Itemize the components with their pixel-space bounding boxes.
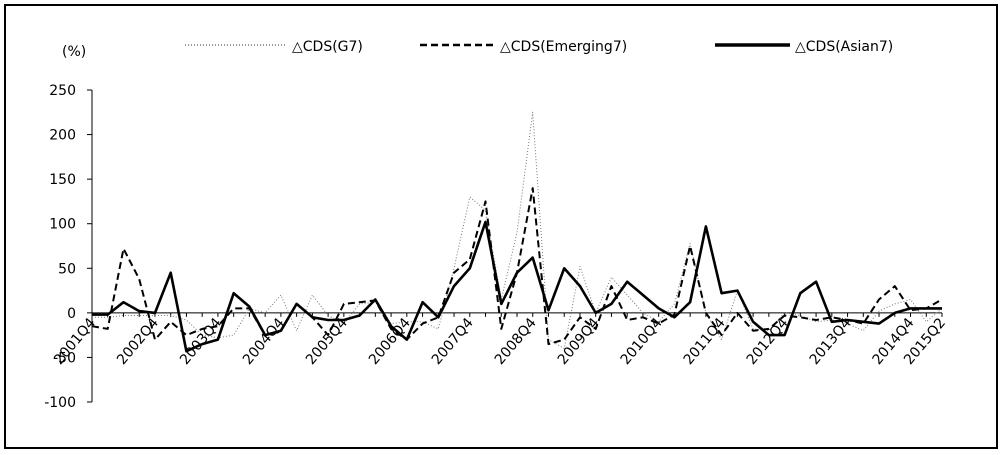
y-axis: -100 -50 0 50 100 150 200 250 [44,83,93,411]
chart-frame [4,4,998,449]
y-tick-label: 150 [49,172,76,188]
y-tick-label: 50 [58,261,76,277]
legend-label: △CDS(Emerging7) [500,39,627,55]
x-tick-label: 2010Q4 [618,315,666,368]
x-tick-label: 2007Q4 [429,315,477,368]
y-tick-label: 200 [49,128,76,144]
x-tick-label: 2008Q4 [492,315,540,368]
legend: △CDS(G7) △CDS(Emerging7) △CDS(Asian7) [185,39,893,55]
y-tick-label: 0 [67,306,76,322]
y-tick-label: -50 [53,350,76,366]
series-lines [91,111,943,353]
x-tick-label: 2004Q4 [240,315,288,368]
series-line-dashed [91,187,943,346]
x-axis [91,312,943,317]
series-line-solid [92,220,942,353]
x-tick-label: 2011Q4 [681,315,729,368]
y-axis-label: (%) [62,44,86,60]
x-tick-label: 2013Q4 [807,315,855,368]
y-tick-label: 100 [49,217,76,233]
y-tick-label: -100 [44,395,76,411]
x-tick-label: 2009Q4 [555,315,603,368]
y-tick-label: 250 [49,83,76,99]
x-tick-label: 2002Q4 [114,315,162,368]
x-tick-label: 2005Q4 [303,315,351,368]
legend-label: △CDS(Asian7) [795,39,893,55]
legend-label: △CDS(G7) [292,39,363,55]
